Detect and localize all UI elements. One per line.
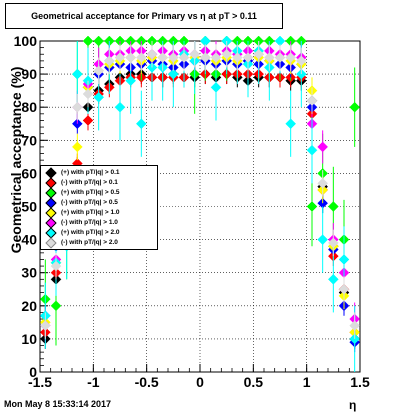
chart-title: Geometrical acceptance for Primary vs η … [31,11,257,21]
data-point [263,52,275,63]
data-point [327,273,339,285]
data-point [135,118,147,130]
legend-label: (+) with pT/|q| > 2.0 [61,229,120,236]
data-point [338,283,350,295]
data-point [71,68,83,80]
legend-item: (-) with pT/|q| > 1.0 [41,217,157,229]
x-tick-label: -1 [87,374,100,390]
data-point [327,237,339,249]
data-point [317,234,329,245]
data-point [285,118,297,130]
data-point [210,81,222,93]
data-point [71,141,83,153]
data-point [82,35,94,47]
data-point [317,177,329,189]
legend-item: (+) with pT/|q| > 0.5 [41,187,157,199]
data-point [306,201,318,212]
data-point [50,260,62,272]
data-point [114,52,126,63]
data-point [231,52,243,63]
data-point [71,101,83,113]
y-tick-label: 40 [21,232,37,248]
x-axis-label: η [349,398,357,412]
legend-label: (-) with pT/|q| > 0.1 [61,179,118,186]
y-tick-label: 30 [21,265,37,281]
legend-item: (+) with pT/|q| > 2.0 [41,227,157,239]
data-point [295,55,307,67]
data-point [167,52,179,63]
data-point [221,48,233,60]
y-tick-label: 100 [14,33,38,49]
legend-label: (+) with pT/|q| > 1.0 [61,209,120,216]
x-tick-label: 1 [303,374,311,390]
y-tick-label: 20 [21,298,37,314]
data-point [317,141,329,153]
data-point [210,52,222,63]
data-point [242,52,254,63]
legend-item: (+) with pT/|q| > 1.0 [41,207,157,219]
data-point [285,52,297,63]
data-point [157,52,169,63]
chart-title-box: Geometrical acceptance for Primary vs η … [5,3,283,29]
legend-label: (-) with pT/|q| > 0.5 [61,199,118,206]
data-point [135,52,147,63]
y-tick-label: 50 [21,199,37,215]
data-point [167,68,179,80]
y-tick-label: 80 [21,99,37,115]
data-point [178,52,190,63]
legend-item: (+) with pT/|q| > 0.1 [41,167,157,179]
data-point [82,115,94,126]
data-point [253,48,265,60]
legend-label: (+) with pT/|q| > 0.5 [61,189,120,196]
data-point [349,101,361,113]
data-point [274,52,286,63]
data-point [82,88,94,100]
data-point [189,48,201,60]
data-point [125,75,137,87]
x-tick-label: -1.5 [28,374,52,390]
x-tick-label: 0.5 [244,374,264,390]
data-point [50,300,62,312]
data-point [306,95,318,106]
data-point [199,52,211,63]
data-point [103,55,115,67]
data-point [93,35,105,47]
x-tick-label: 0 [196,374,204,390]
y-axis-label: Geometrical acceptance (%) [8,66,24,254]
legend-label: (-) with pT/|q| > 1.0 [61,219,118,226]
legend-item: (-) with pT/|q| > 2.0 [41,237,157,249]
y-tick-label: 90 [21,66,37,82]
data-point [125,52,137,63]
data-point [146,48,158,60]
legend: (+) with pT/|q| > 0.1 (-) with pT/|q| > … [40,165,158,250]
data-point [338,254,350,265]
x-tick-label: -0.5 [135,374,159,390]
legend-marker [45,237,57,249]
x-tick-label: 1.5 [350,374,370,390]
legend-label: (+) with pT/|q| > 0.1 [61,169,120,176]
y-tick-label: 0 [29,364,37,380]
data-point [93,65,105,77]
legend-label: (-) with pT/|q| > 2.0 [61,239,118,246]
y-tick-label: 10 [21,331,37,347]
data-point [306,144,318,156]
y-tick-label: 60 [21,165,37,181]
data-point [349,320,361,332]
data-point [39,320,51,332]
legend-item: (-) with pT/|q| > 0.5 [41,197,157,209]
y-tick-label: 70 [21,132,37,148]
data-point [327,201,339,212]
timestamp: Mon May 8 15:33:14 2017 [4,399,112,409]
legend-item: (-) with pT/|q| > 0.1 [41,177,157,189]
data-point [114,101,126,113]
data-point [93,91,105,103]
